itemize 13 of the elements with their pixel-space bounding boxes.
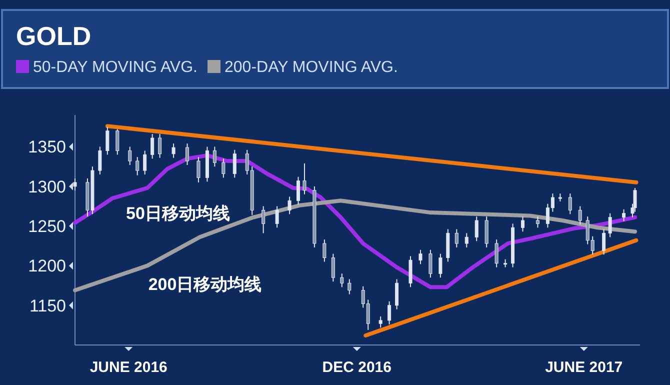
- y-tick-label: 1200: [28, 256, 66, 276]
- x-tick-label: DEC 2016: [322, 359, 392, 376]
- annotation: 50日移动均线: [126, 204, 230, 223]
- x-tick-label: JUNE 2016: [90, 359, 168, 376]
- y-tick-label: 1350: [28, 138, 66, 157]
- legend-label: 50-DAY MOVING AVG.: [33, 59, 198, 76]
- chart-title: GOLD: [16, 21, 92, 51]
- annotation: 200日移动均线: [148, 275, 262, 294]
- legend-label: 200-DAY MOVING AVG.: [224, 59, 398, 76]
- x-tick-label: JUNE 2017: [545, 359, 623, 376]
- y-tick-label: 1300: [28, 177, 66, 196]
- y-tick-label: 1150: [29, 296, 66, 316]
- y-tick-label: 1250: [28, 217, 66, 236]
